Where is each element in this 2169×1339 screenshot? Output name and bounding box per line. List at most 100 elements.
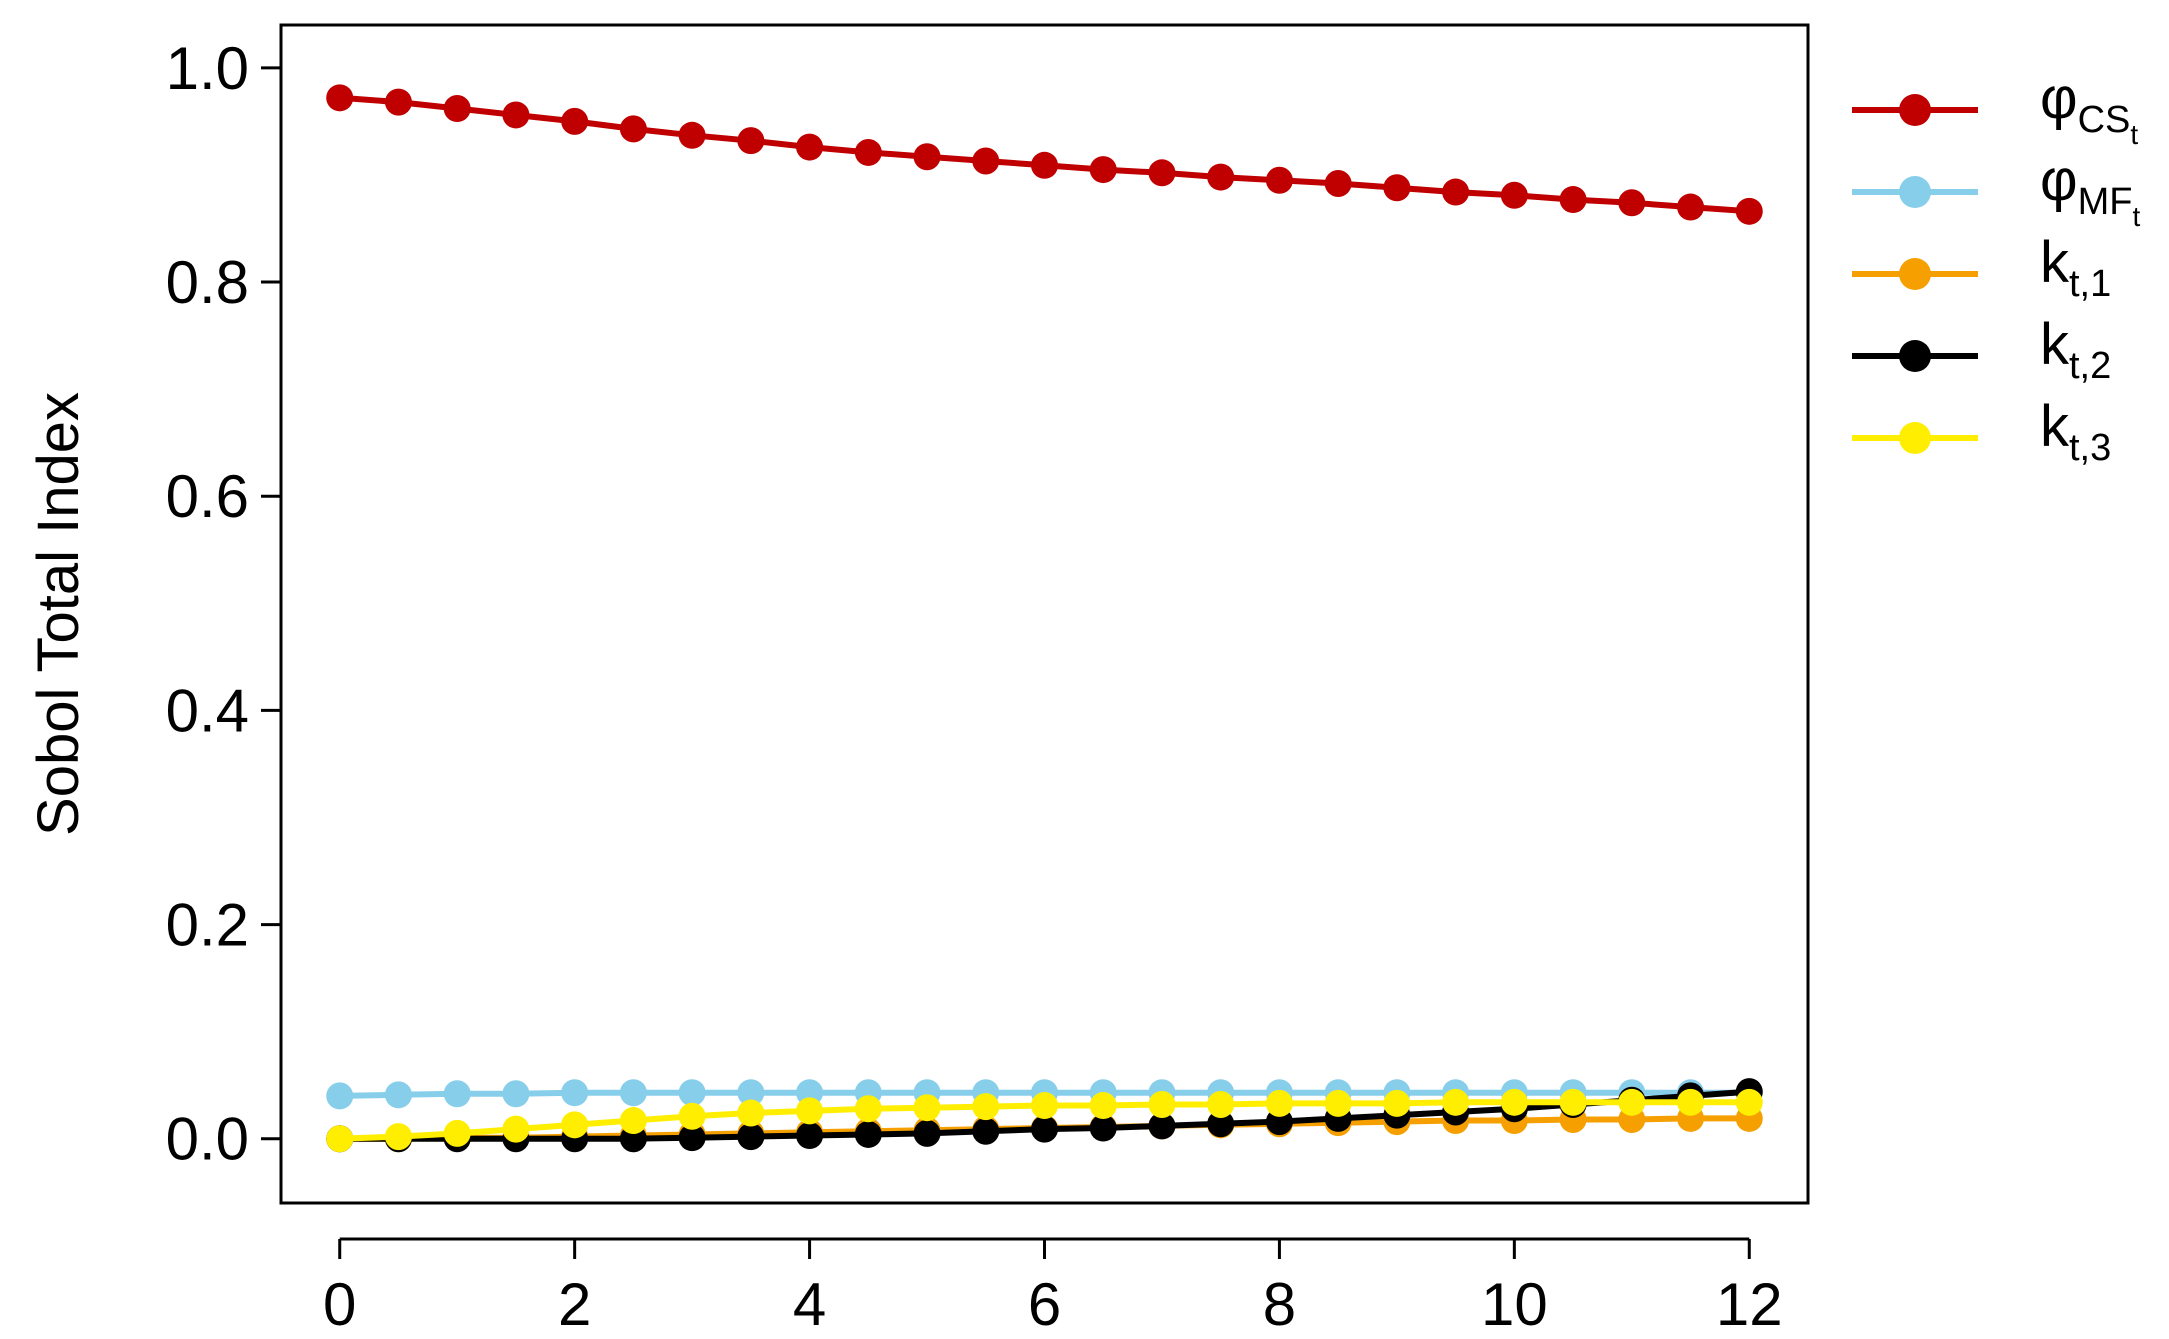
data-point bbox=[1383, 1089, 1411, 1117]
data-point bbox=[561, 1079, 589, 1107]
data-point bbox=[1265, 166, 1293, 194]
data-point bbox=[1500, 181, 1528, 209]
data-point bbox=[1735, 197, 1763, 225]
legend-label-sub: MF bbox=[2078, 181, 2133, 223]
legend-item: kt,2 bbox=[1852, 312, 2111, 387]
legend-label: kt,1 bbox=[2040, 230, 2111, 305]
data-point bbox=[619, 1079, 647, 1107]
data-point bbox=[1324, 1089, 1352, 1117]
y-tick-label: 0.4 bbox=[166, 677, 249, 744]
data-point bbox=[1559, 186, 1587, 214]
legend-label-base: φ bbox=[2040, 66, 2078, 131]
data-point bbox=[502, 1115, 530, 1143]
data-point bbox=[1677, 193, 1705, 221]
data-point bbox=[678, 121, 706, 149]
data-point bbox=[1089, 1092, 1117, 1120]
legend-label-base: φ bbox=[2040, 148, 2078, 213]
data-point bbox=[443, 1119, 471, 1147]
data-point bbox=[502, 1080, 530, 1108]
legend-label-subsub: t bbox=[2130, 119, 2138, 150]
legend-item: kt,1 bbox=[1852, 230, 2111, 305]
data-point bbox=[1324, 169, 1352, 197]
y-tick-label: 0.6 bbox=[166, 463, 249, 530]
legend-label-base: k bbox=[2040, 312, 2070, 377]
legend-item: φMFt bbox=[1852, 148, 2140, 232]
data-point bbox=[1148, 159, 1176, 187]
data-point bbox=[737, 1099, 765, 1127]
legend-marker bbox=[1899, 340, 1931, 372]
data-point bbox=[502, 101, 530, 129]
legend-label: kt,2 bbox=[2040, 312, 2111, 387]
data-point bbox=[1207, 1090, 1235, 1118]
legend-label: φCSt bbox=[2040, 66, 2138, 150]
legend-item: kt,3 bbox=[1852, 394, 2111, 469]
data-point bbox=[384, 1123, 412, 1151]
legend-item: φCSt bbox=[1852, 66, 2138, 150]
x-tick-label: 12 bbox=[1716, 1271, 1783, 1338]
data-point bbox=[1559, 1088, 1587, 1116]
y-axis-title: Sobol Total Index bbox=[26, 392, 91, 836]
data-point bbox=[1265, 1089, 1293, 1117]
data-point bbox=[384, 1081, 412, 1109]
series-0 bbox=[326, 84, 1763, 225]
data-point bbox=[561, 1111, 589, 1139]
y-tick-label: 0.2 bbox=[166, 892, 249, 959]
legend-label-sub: t,1 bbox=[2069, 263, 2111, 305]
data-point bbox=[1618, 189, 1646, 217]
x-tick-label: 4 bbox=[793, 1271, 826, 1338]
legend-marker bbox=[1899, 94, 1931, 126]
data-point bbox=[913, 1094, 941, 1122]
y-tick-label: 0.0 bbox=[166, 1106, 249, 1173]
data-point bbox=[678, 1079, 706, 1107]
data-point bbox=[326, 1082, 354, 1110]
y-tick-label: 0.8 bbox=[166, 249, 249, 316]
x-tick-label: 2 bbox=[558, 1271, 591, 1338]
data-point bbox=[326, 1125, 354, 1153]
data-point bbox=[854, 1095, 882, 1123]
x-tick-label: 10 bbox=[1481, 1271, 1548, 1338]
x-tick-label: 8 bbox=[1263, 1271, 1296, 1338]
data-point bbox=[737, 1079, 765, 1107]
data-point bbox=[1089, 156, 1117, 184]
data-point bbox=[1442, 178, 1470, 206]
data-point bbox=[678, 1124, 706, 1152]
data-point bbox=[326, 84, 354, 112]
series-layer bbox=[326, 84, 1763, 1153]
data-point bbox=[443, 1080, 471, 1108]
x-axis: 0 2 4 6 8 10 12 bbox=[323, 1237, 1783, 1338]
data-point bbox=[737, 1123, 765, 1151]
data-point bbox=[619, 1107, 647, 1135]
data-point bbox=[1148, 1112, 1176, 1140]
legend-marker bbox=[1899, 422, 1931, 454]
data-point bbox=[854, 138, 882, 166]
legend-label-subsub: t bbox=[2132, 201, 2140, 232]
x-tick-label: 6 bbox=[1028, 1271, 1061, 1338]
y-tick-label: 1.0 bbox=[166, 35, 249, 102]
data-point bbox=[796, 133, 824, 161]
data-point bbox=[1207, 163, 1235, 191]
series-4 bbox=[326, 1088, 1763, 1153]
data-point bbox=[561, 107, 589, 135]
legend-label-sub: CS bbox=[2078, 99, 2131, 141]
data-point bbox=[1207, 1110, 1235, 1138]
y-axis: 0.0 0.2 0.4 0.6 0.8 1.0 bbox=[166, 35, 281, 1173]
data-point bbox=[1148, 1090, 1176, 1118]
data-point bbox=[1677, 1088, 1705, 1116]
plot-frame bbox=[279, 23, 1810, 1205]
data-point bbox=[972, 1093, 1000, 1121]
data-point bbox=[972, 1117, 1000, 1145]
data-point bbox=[619, 115, 647, 143]
data-point bbox=[913, 143, 941, 171]
legend-marker bbox=[1899, 258, 1931, 290]
data-point bbox=[972, 147, 1000, 175]
data-point bbox=[854, 1120, 882, 1148]
legend-label-base: k bbox=[2040, 394, 2070, 459]
data-point bbox=[796, 1122, 824, 1150]
legend-label: φMFt bbox=[2040, 148, 2140, 232]
data-point bbox=[796, 1097, 824, 1125]
data-point bbox=[1735, 1088, 1763, 1116]
data-point bbox=[1031, 1092, 1058, 1120]
legend-label-sub: t,3 bbox=[2069, 427, 2111, 469]
